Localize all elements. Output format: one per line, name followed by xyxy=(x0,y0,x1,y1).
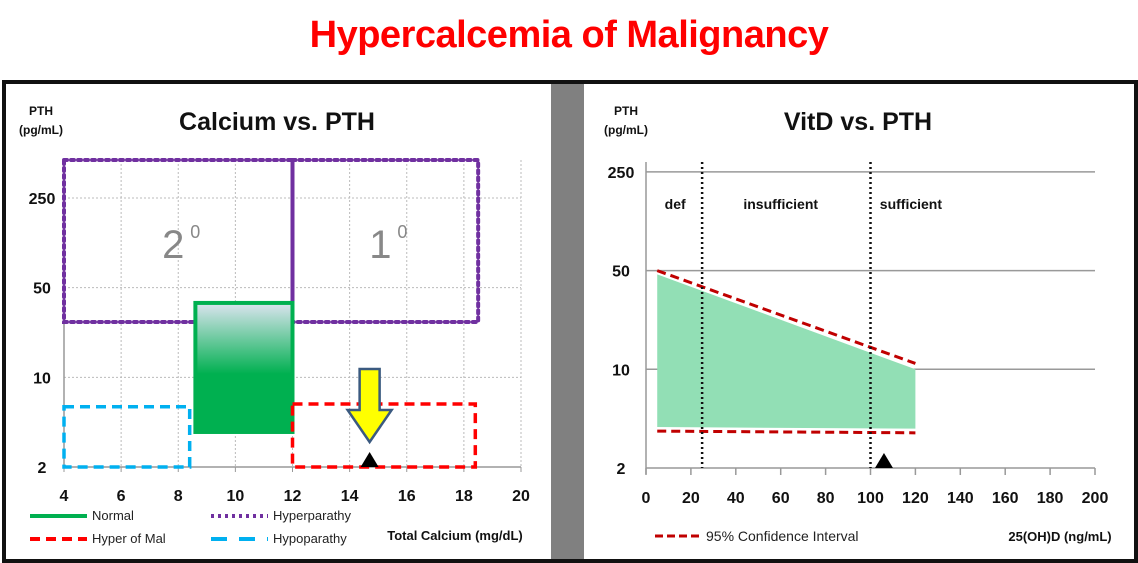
x-tick-label: 160 xyxy=(992,490,1019,507)
x-tick-label: 10 xyxy=(226,488,244,505)
x-tick-label: 6 xyxy=(117,488,126,505)
x-tick-label: 120 xyxy=(902,490,929,507)
x-tick-label: 60 xyxy=(772,490,790,507)
x-tick-label: 100 xyxy=(857,490,884,507)
y-tick-label: 250 xyxy=(608,165,635,182)
region-normal xyxy=(193,300,295,434)
y-tick-label: 2 xyxy=(38,460,47,477)
right-xlabel: 25(OH)D (ng/mL) xyxy=(1008,529,1111,544)
region-label-sup: 0 xyxy=(190,222,200,242)
x-tick-label: 80 xyxy=(817,490,835,507)
x-tick-label: 14 xyxy=(341,488,359,505)
y-tick-label: 250 xyxy=(29,191,56,208)
y-tick-label: 50 xyxy=(33,281,51,298)
left-ylabel-line1: PTH xyxy=(29,104,53,118)
ci-lower-line xyxy=(657,429,916,435)
y-tick-label: 10 xyxy=(612,362,630,379)
x-tick-label: 180 xyxy=(1037,490,1064,507)
region-hyper-of-mal xyxy=(290,402,478,469)
panel-divider xyxy=(551,84,584,559)
legend-label: 95% Confidence Interval xyxy=(706,528,859,544)
x-tick-label: 8 xyxy=(174,488,183,505)
x-tick-label: 140 xyxy=(947,490,974,507)
confidence-band xyxy=(657,274,916,429)
zone-label-insufficient: insufficient xyxy=(743,196,818,212)
region-hyperparathy xyxy=(290,158,481,324)
x-tick-label: 200 xyxy=(1082,490,1109,507)
left-xlabel: Total Calcium (mg/dL) xyxy=(387,528,523,543)
x-tick-label: 16 xyxy=(398,488,416,505)
y-tick-label: 50 xyxy=(612,264,630,281)
left-chart-title: Calcium vs. PTH xyxy=(179,108,375,136)
main-title: Hypercalcemia of Malignancy xyxy=(309,14,829,56)
legend-label: Hyperparathy xyxy=(273,508,352,523)
zone-label-def: def xyxy=(665,196,686,212)
x-tick-label: 20 xyxy=(512,488,530,505)
right-ylabel-line1: PTH xyxy=(614,104,638,118)
x-tick-label: 4 xyxy=(60,488,69,505)
triangle-marker-icon xyxy=(360,452,379,467)
region-label: 1 xyxy=(369,223,391,267)
zone-label-sufficient: sufficient xyxy=(880,196,943,212)
region-hypoparathy xyxy=(62,404,192,469)
x-tick-label: 40 xyxy=(727,490,745,507)
ci-upper-line xyxy=(656,269,916,365)
region-label-sup: 0 xyxy=(397,222,407,242)
region-label: 2 xyxy=(162,223,184,267)
x-tick-label: 20 xyxy=(682,490,700,507)
x-tick-label: 0 xyxy=(642,490,651,507)
legend-label: Normal xyxy=(92,508,134,523)
yellow-down-arrow-icon xyxy=(345,367,394,445)
right-chart-title: VitD vs. PTH xyxy=(784,108,932,136)
legend-label: Hyper of Mal xyxy=(92,531,166,546)
legend-label: Hypoparathy xyxy=(273,531,347,546)
triangle-marker-icon xyxy=(874,453,893,468)
y-tick-label: 10 xyxy=(33,370,51,387)
x-tick-label: 18 xyxy=(455,488,473,505)
x-tick-label: 12 xyxy=(284,488,302,505)
right-ylabel-line2: (pg/mL) xyxy=(604,123,648,137)
left-ylabel-line2: (pg/mL) xyxy=(19,123,63,137)
y-tick-label: 2 xyxy=(617,461,626,478)
